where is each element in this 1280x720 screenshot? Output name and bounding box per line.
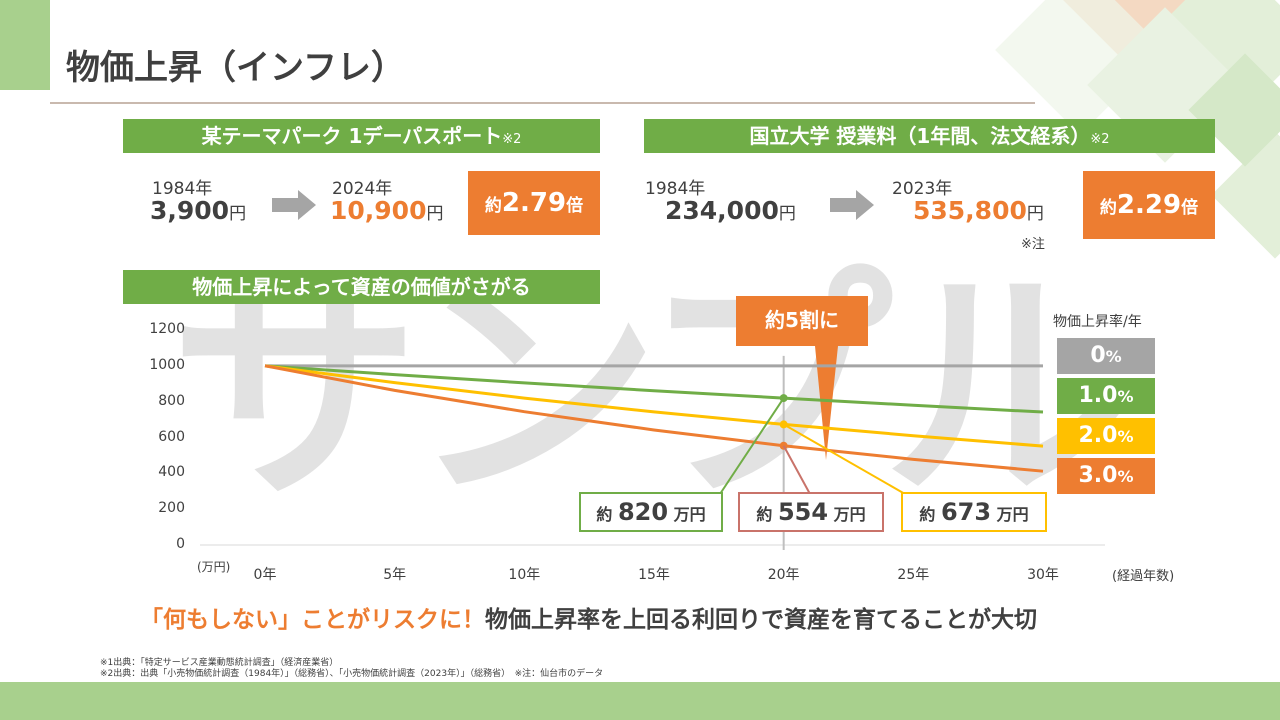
halving-callout-text: 約5割に [765,308,839,332]
theme-park-heading: 某テーマパーク 1デーパスポート※2 [123,119,600,153]
page-title: 物価上昇（インフレ） [66,48,405,88]
annotation-prefix: 約 [596,505,618,524]
halving-callout-pointer [815,346,838,460]
university-to-year: 2023年 [892,179,953,199]
y-tick-label: 400 [158,464,185,481]
university-heading-text: 国立大学 授業料（1年間、法文経系） [749,124,1091,148]
rate-label-value: 1.0 [1078,383,1118,408]
theme-park-heading-note: ※2 [502,132,522,147]
x-axis-unit: (経過年数) [1112,569,1175,584]
rate-label-1: 1.0% [1057,378,1155,414]
university-to-number: 535,800 [913,196,1027,225]
y-tick-label: 1200 [149,321,185,337]
annotation-unit: 万円 [668,505,706,524]
annotation-prefix: 約 [756,505,778,524]
theme-park-multiplier-badge: 約2.79倍 [468,171,600,235]
footnote-1: ※1出典：「特定サービス産業動態統計調査」（経済産業省） [100,658,339,668]
university-multiplier-badge: 約2.29倍 [1083,171,1215,239]
rate-header: 物価上昇率/年 [1053,314,1142,330]
theme-park-from-unit: 円 [229,204,247,224]
series-line-2 [264,364,1044,448]
university-from-unit: 円 [778,204,796,224]
theme-park-to-unit: 円 [426,204,444,224]
title-divider [50,102,1035,104]
university-multiplier-suffix: 倍 [1181,198,1199,218]
series-line-3 [264,364,1044,473]
rate-label-suffix: % [1117,427,1134,446]
x-tick-label: 10年 [508,567,541,583]
annotation-value: 820 [617,498,669,526]
theme-park-from-year: 1984年 [152,179,213,199]
university-from-year: 1984年 [645,179,706,199]
rate-label-suffix: % [1117,387,1134,406]
rate-label-suffix: % [1105,347,1122,366]
annotation-prefix: 約 [919,505,941,524]
footer-bar [0,682,1280,720]
y-tick-label: 200 [158,500,185,517]
arrow-right-icon [830,190,874,220]
arrow-right-icon [272,190,316,220]
annotation-leader-2 [782,445,811,495]
x-tick-label: 20年 [767,567,800,583]
theme-park-from-number: 3,900 [150,196,230,225]
value-annotation-0: 約 820 万円 [579,492,723,532]
annotation-value: 554 [777,498,829,526]
theme-park-to-year: 2024年 [332,179,393,199]
x-tick-label: 5年 [383,567,407,583]
y-axis-unit: (万円) [197,560,231,574]
university-from-number: 234,000 [665,196,779,225]
theme-park-multiplier-prefix: 約 [484,196,502,216]
theme-park-multiplier-value: 2.79 [501,188,567,218]
university-to-value: 535,800円 [913,196,1044,225]
halving-callout: 約5割に [736,296,868,346]
theme-park-to-value: 10,900円 [330,196,443,225]
rate-label-value: 0 [1090,343,1106,368]
rate-label-value: 3.0 [1078,463,1118,488]
university-note: ※注 [1021,237,1045,252]
university-from-value: 234,000円 [665,196,796,225]
x-tick-label: 30年 [1027,567,1059,583]
rate-label-3: 3.0% [1057,458,1155,494]
bottom-message-rest: 物価上昇率を上回る利回りで資産を育てることが大切 [485,607,1037,633]
x-tick-label: 0年 [253,567,277,583]
footnote-2: ※2出典：出典「小売物価統計調査（1984年）」（総務省）、「小売物価統計調査（… [100,669,604,679]
theme-park-heading-text: 某テーマパーク 1デーパスポート [201,124,503,148]
annotation-leader-1 [719,397,785,495]
annotation-value: 673 [940,498,992,526]
theme-park-multiplier-suffix: 倍 [566,196,584,216]
annotation-unit: 万円 [991,505,1029,524]
rate-label-0: 0% [1057,338,1155,374]
university-multiplier-prefix: 約 [1099,198,1117,218]
annotation-leader-3 [783,423,906,495]
y-tick-label: 0 [176,536,185,552]
value-annotation-2: 約 673 万円 [901,492,1047,532]
series-line-1 [264,364,1044,414]
theme-park-from-value: 3,900円 [150,196,246,225]
x-tick-label: 15年 [638,567,670,583]
theme-park-to-number: 10,900 [330,196,427,225]
university-heading: 国立大学 授業料（1年間、法文経系）※2 [644,119,1215,153]
title-accent-bar [0,0,50,90]
bottom-message: 「何もしない」ことがリスクに！物価上昇率を上回る利回りで資産を育てることが大切 [140,600,1037,634]
university-multiplier-value: 2.29 [1116,190,1182,220]
chart-heading: 物価上昇によって資産の価値がさがる [123,270,600,304]
y-tick-label: 600 [158,428,185,445]
rate-label-suffix: % [1117,467,1134,486]
y-tick-label: 1000 [149,356,185,373]
bottom-message-highlight: 「何もしない」ことがリスクに！ [140,607,485,633]
annotation-unit: 万円 [828,505,866,524]
university-heading-note: ※2 [1090,132,1110,147]
university-to-unit: 円 [1026,204,1044,224]
rate-label-value: 2.0 [1078,423,1118,448]
y-tick-label: 800 [158,392,185,409]
value-annotation-1: 約 554 万円 [738,492,884,532]
rate-label-2: 2.0% [1057,418,1155,454]
x-tick-label: 25年 [897,567,930,583]
